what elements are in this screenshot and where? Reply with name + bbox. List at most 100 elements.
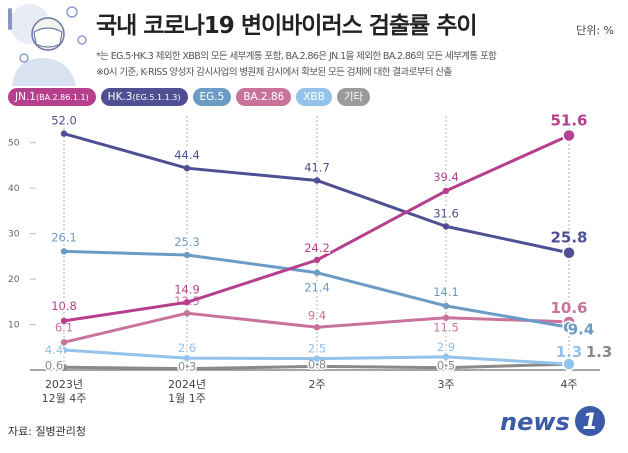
data-label: 1.3 [586, 343, 613, 361]
data-label: 0.5 [437, 359, 455, 373]
y-tick-label: 30 [8, 230, 20, 240]
data-point [183, 354, 191, 362]
data-label: 41.7 [304, 160, 330, 174]
page-title: 국내 코로나19 변이바이러스 검출률 추이 [96, 13, 478, 39]
x-tick-label: 1월 1주 [168, 392, 206, 405]
data-point [442, 302, 450, 310]
data-point [442, 314, 450, 321]
data-label: 25.3 [174, 235, 200, 249]
legend-item-other: 기타 [336, 88, 371, 106]
legend-sublabel: (EG.5.1.1.3) [132, 93, 181, 102]
data-point [183, 299, 191, 306]
data-point [562, 128, 576, 143]
data-point [313, 355, 321, 362]
news1-logo: news 1 [500, 406, 605, 436]
data-label: 0.8 [308, 357, 326, 371]
data-point [442, 364, 450, 371]
data-point [183, 251, 191, 259]
data-label: 31.6 [433, 206, 459, 220]
data-label: 24.2 [304, 241, 330, 255]
data-label: 39.4 [433, 170, 459, 184]
unit-label: 단위: % [576, 24, 614, 37]
legend-label: XBB [303, 91, 325, 103]
data-point [313, 363, 321, 370]
data-label: 11.5 [433, 321, 459, 335]
data-label: 14.1 [433, 285, 459, 299]
x-tick-label: 12월 4주 [42, 392, 87, 405]
source-label: 자료: 질병관리청 [8, 425, 87, 438]
x-tick-label: 2024년 [168, 378, 206, 391]
data-point [562, 245, 576, 260]
data-point [183, 309, 191, 317]
logo-digit: 1 [582, 410, 597, 435]
data-label: 9.4 [568, 320, 595, 338]
data-label: 2.5 [308, 342, 326, 356]
logo-text: news [500, 408, 570, 436]
data-point [60, 317, 68, 325]
series-line-JN.1 [62, 133, 571, 323]
data-point [60, 248, 68, 255]
data-point [442, 187, 450, 195]
data-point [313, 324, 321, 331]
data-label: 1.3 [556, 343, 583, 361]
data-point [60, 364, 68, 371]
legend-label: HK.3 [107, 91, 133, 103]
data-point [442, 353, 450, 361]
series-line-기타 [62, 362, 571, 371]
legend-item-ba286: BA.2.86 [236, 88, 292, 106]
legend-sublabel: (BA.2.86.1.1) [35, 93, 89, 102]
data-label: 9.4 [308, 308, 326, 322]
legend-label: 기타 [343, 91, 364, 103]
data-label: 25.8 [550, 229, 587, 247]
doctor-swab-illustration-icon [8, 4, 87, 86]
legend-item-hk3: HK.3(EG.5.1.1.3) [100, 88, 188, 106]
footnote-1: *는 EG.5·HK.3 제외한 XBB의 모든 세부계통 포함, BA.2.8… [96, 51, 497, 62]
data-label: 52.0 [51, 114, 77, 128]
data-point [60, 346, 68, 354]
data-label: 12.5 [174, 294, 200, 308]
series-line-BA.2.86 [62, 311, 571, 344]
legend-label: EG.5 [199, 91, 225, 103]
data-label: 2.9 [437, 340, 455, 354]
x-tick-label: 4주 [560, 378, 577, 391]
data-label: 26.1 [51, 230, 77, 244]
data-point [313, 269, 321, 276]
data-label: 6.1 [55, 320, 73, 334]
data-point [562, 357, 576, 371]
data-label: 0.3 [178, 360, 196, 374]
legend-item-eg5: EG.5 [192, 88, 232, 106]
y-tick-label: 50 [8, 139, 20, 149]
data-label: 10.6 [550, 299, 587, 317]
series-line-HK.3 [62, 132, 571, 255]
data-point [562, 357, 576, 371]
data-label: 4.4 [45, 343, 63, 357]
y-tick-label: 40 [8, 184, 20, 194]
y-tick-label: 20 [8, 275, 20, 285]
legend-item-jn1: JN.1(BA.2.86.1.1) [8, 88, 96, 106]
data-label: 2.6 [178, 341, 196, 355]
data-point [183, 164, 191, 172]
data-point [60, 130, 68, 137]
x-tick-label: 2023년 [45, 378, 83, 391]
data-point [442, 223, 450, 230]
y-tick-label: 10 [8, 321, 20, 331]
data-point [183, 365, 191, 372]
legend-label: BA.2.86 [243, 91, 285, 103]
data-label: 21.4 [304, 281, 330, 295]
data-label: 51.6 [550, 111, 587, 129]
series-line-EG.5 [62, 249, 571, 329]
x-tick-label: 2주 [308, 378, 325, 391]
data-point [60, 339, 68, 346]
data-label: 14.9 [174, 282, 200, 296]
data-label: 10.8 [51, 299, 77, 313]
data-label: 44.4 [174, 148, 200, 162]
legend-label: JN.1 [15, 91, 36, 103]
data-point [562, 315, 576, 329]
data-point [562, 320, 576, 335]
data-point [313, 256, 321, 264]
data-label: 0.6 [45, 358, 63, 372]
footnote-2: ※0시 기준, K-RISS 양성자 감시사업의 병원체 감시에서 확보된 모든… [96, 67, 452, 78]
series-line-XBB [62, 348, 571, 366]
legend-item-xbb: XBB [296, 88, 332, 106]
x-tick-label: 3주 [437, 378, 454, 391]
